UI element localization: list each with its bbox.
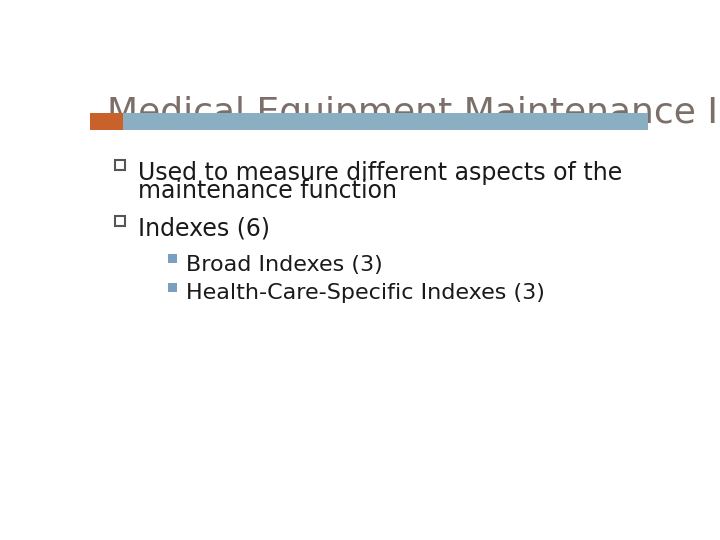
Text: Broad Indexes (3): Broad Indexes (3) bbox=[186, 255, 383, 275]
Bar bbox=[168, 283, 177, 292]
Bar bbox=[90, 113, 122, 130]
Bar bbox=[114, 215, 125, 226]
Text: Indexes (6): Indexes (6) bbox=[138, 217, 270, 240]
Text: Used to measure different aspects of the: Used to measure different aspects of the bbox=[138, 161, 622, 185]
Text: Health-Care-Specific Indexes (3): Health-Care-Specific Indexes (3) bbox=[186, 284, 545, 303]
Bar bbox=[168, 254, 177, 264]
Text: Medical Equipment Maintenance Indexes: Medical Equipment Maintenance Indexes bbox=[107, 96, 720, 130]
Bar bbox=[122, 113, 648, 130]
Text: maintenance function: maintenance function bbox=[138, 179, 397, 202]
Bar bbox=[114, 160, 125, 170]
